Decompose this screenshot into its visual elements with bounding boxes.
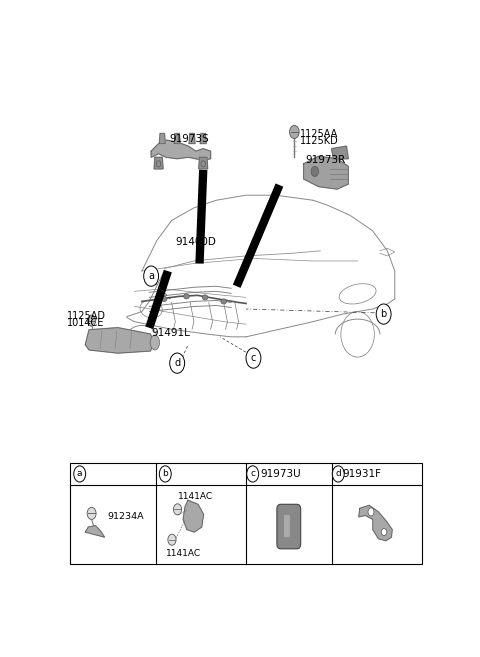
Text: 91400D: 91400D [175,237,216,247]
Text: 91931F: 91931F [343,469,382,479]
Polygon shape [154,157,163,169]
FancyBboxPatch shape [277,505,300,549]
Text: 1125AD: 1125AD [67,311,107,321]
Ellipse shape [202,295,208,300]
Circle shape [168,534,176,545]
Ellipse shape [150,335,159,350]
Text: 91973U: 91973U [260,469,301,479]
Text: 1141AC: 1141AC [178,492,214,501]
Circle shape [289,125,299,139]
Polygon shape [304,156,348,189]
Circle shape [368,508,374,516]
Text: 91234A: 91234A [108,512,144,522]
Text: b: b [162,470,168,478]
Circle shape [144,266,158,286]
Text: d: d [336,470,341,478]
Text: a: a [77,470,83,478]
FancyBboxPatch shape [284,515,290,537]
Text: 1014CE: 1014CE [67,318,105,328]
Polygon shape [183,500,204,532]
Polygon shape [159,133,165,144]
Polygon shape [85,526,105,537]
Ellipse shape [184,294,189,299]
Circle shape [376,304,391,324]
Circle shape [87,315,96,327]
Polygon shape [174,133,180,144]
Polygon shape [189,133,195,144]
Text: 1125AA: 1125AA [300,129,338,139]
Polygon shape [85,328,154,353]
Circle shape [159,466,171,482]
Polygon shape [200,133,206,144]
Polygon shape [199,157,208,169]
Polygon shape [151,140,211,160]
Circle shape [246,348,261,368]
Circle shape [87,507,96,520]
Text: a: a [148,271,154,281]
Circle shape [311,166,319,177]
Ellipse shape [221,299,227,304]
Text: 91491L: 91491L [151,328,190,338]
Text: 91973S: 91973S [170,133,209,144]
Text: 1125KD: 1125KD [300,135,339,146]
Text: d: d [174,358,180,368]
Circle shape [173,504,181,515]
Ellipse shape [161,296,167,302]
Circle shape [74,466,85,482]
Bar [71,463,421,564]
Polygon shape [332,146,348,159]
Circle shape [247,466,259,482]
Text: 1141AC: 1141AC [167,549,202,558]
Circle shape [332,466,344,482]
Polygon shape [359,505,392,541]
Text: b: b [381,309,387,319]
Text: 91973R: 91973R [305,155,346,165]
Text: c: c [251,353,256,363]
Text: c: c [250,470,255,478]
Circle shape [382,529,386,535]
Circle shape [170,353,185,373]
